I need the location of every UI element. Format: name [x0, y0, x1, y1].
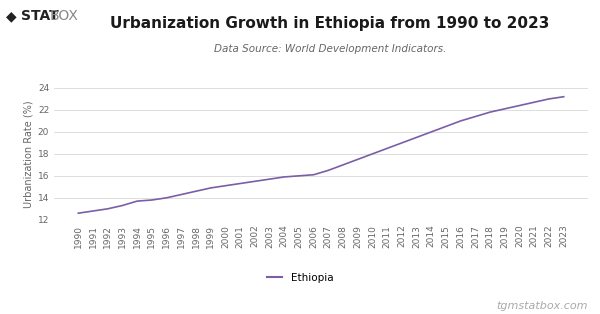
Text: STAT: STAT — [21, 9, 59, 24]
Text: tgmstatbox.com: tgmstatbox.com — [497, 301, 588, 311]
Legend: Ethiopia: Ethiopia — [263, 268, 337, 287]
Y-axis label: Urbanization Rate (%): Urbanization Rate (%) — [23, 100, 34, 208]
Text: ◆: ◆ — [6, 9, 17, 24]
Text: BOX: BOX — [50, 9, 79, 24]
Text: Urbanization Growth in Ethiopia from 1990 to 2023: Urbanization Growth in Ethiopia from 199… — [110, 16, 550, 31]
Text: Data Source: World Development Indicators.: Data Source: World Development Indicator… — [214, 44, 446, 54]
